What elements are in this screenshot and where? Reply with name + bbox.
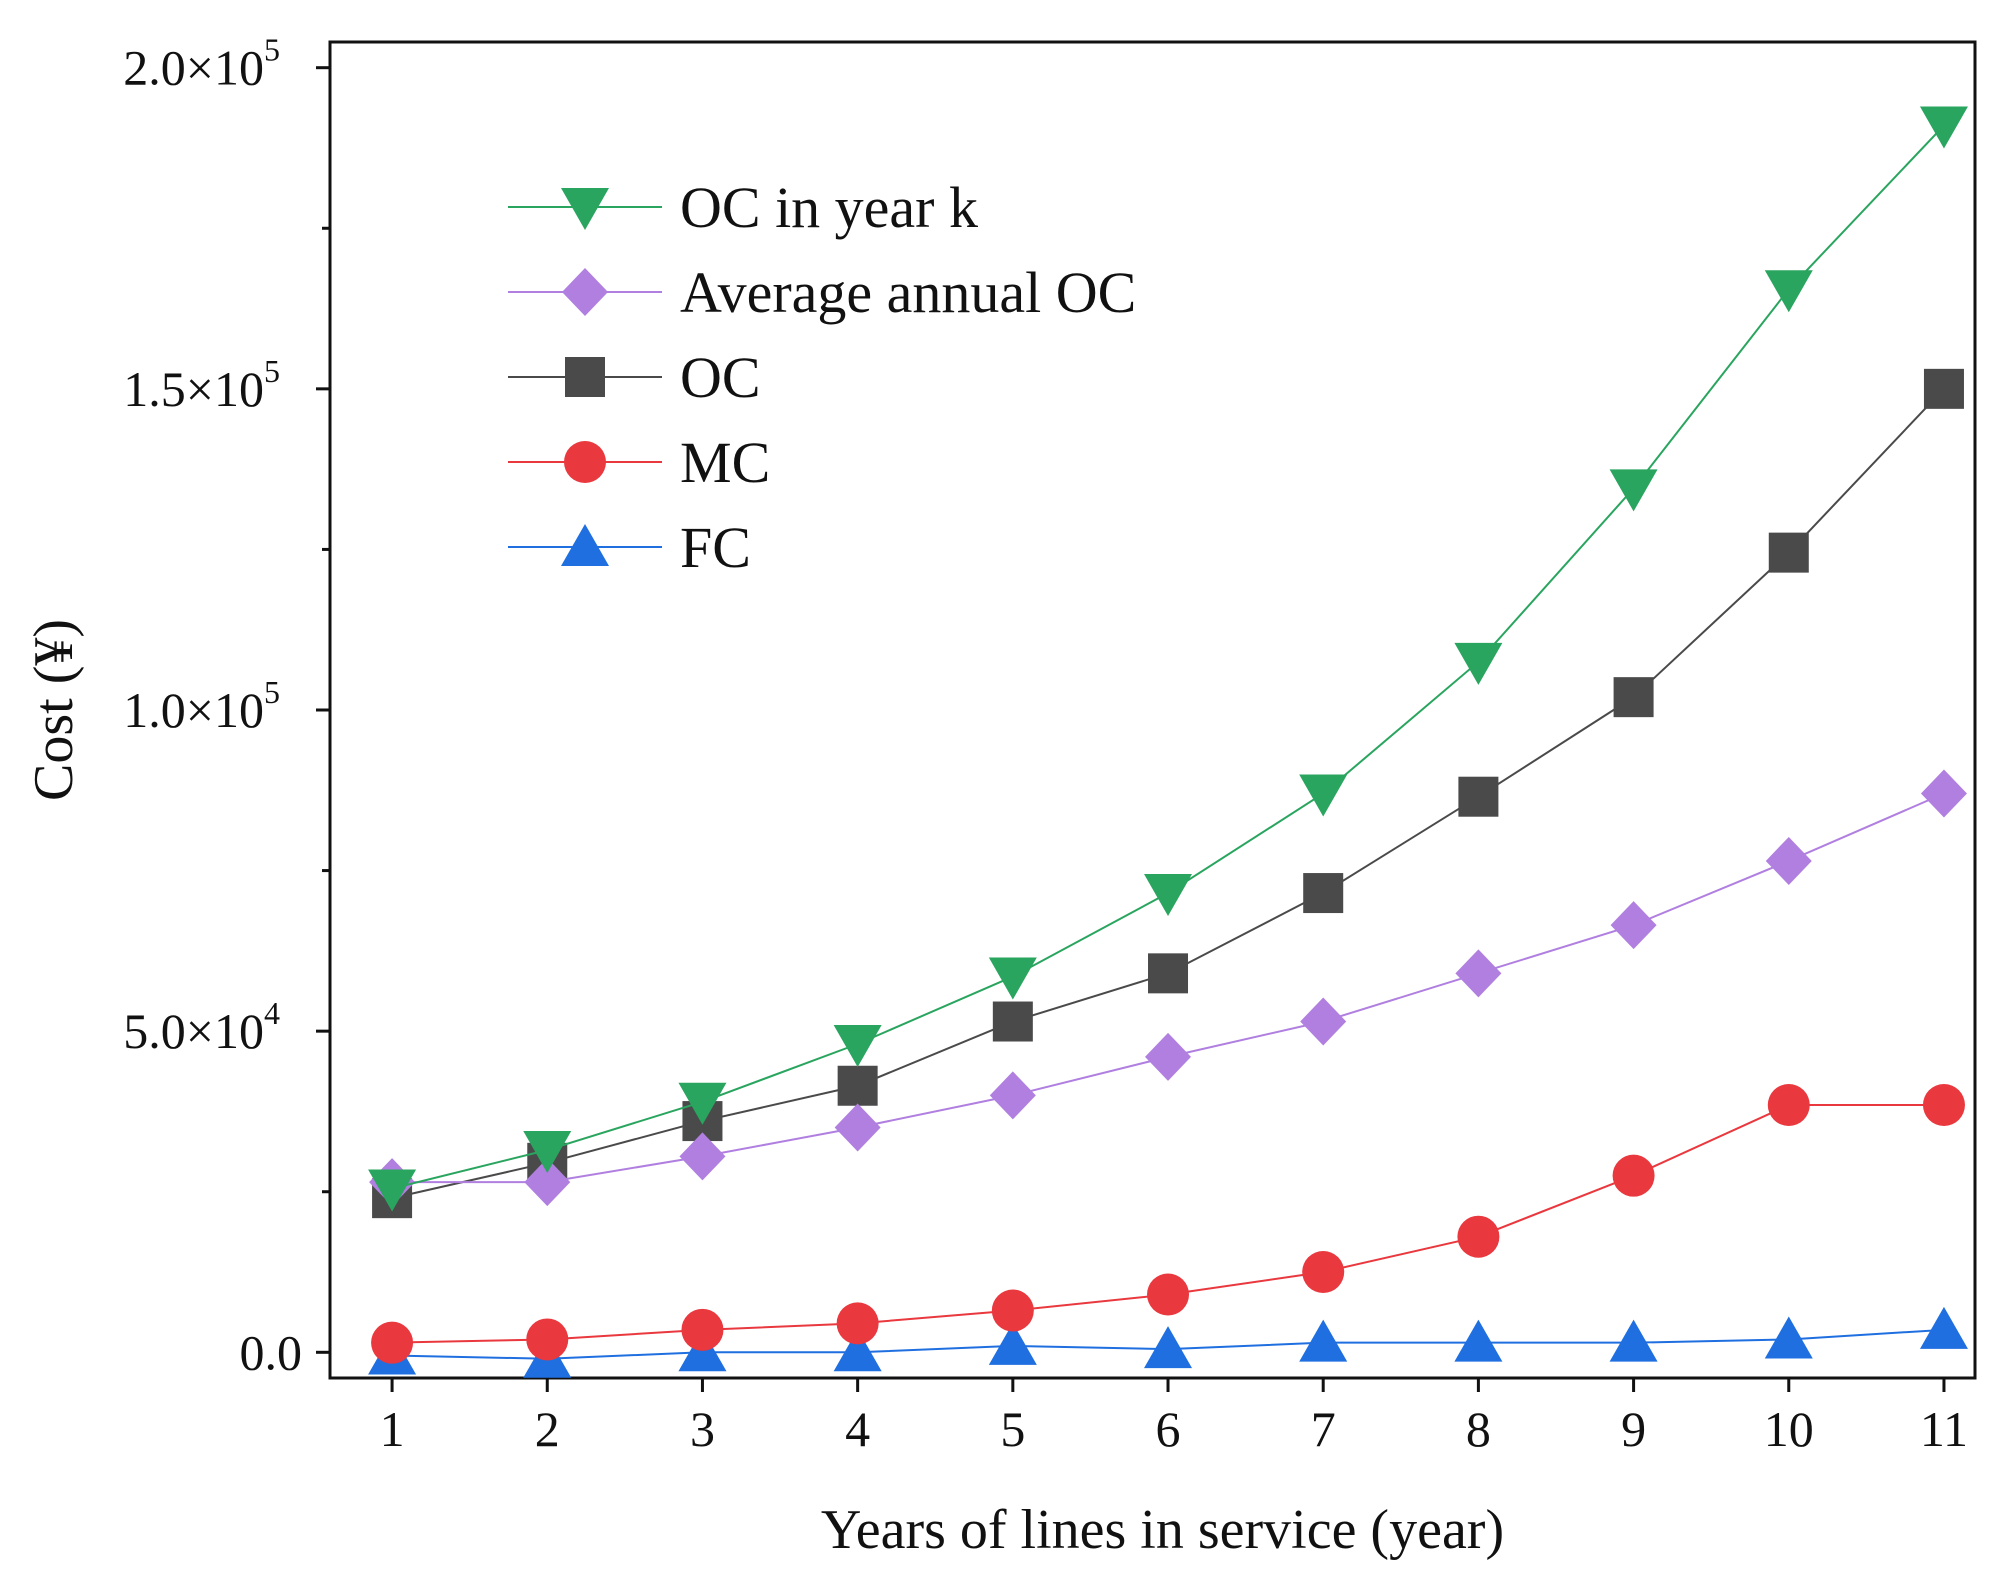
data-point-oc <box>1768 532 1809 573</box>
data-point-fc <box>1144 1326 1193 1369</box>
data-point-fc <box>1919 1306 1968 1349</box>
series-layer <box>368 106 1968 1378</box>
data-point-average-annual-oc <box>1765 836 1812 885</box>
x-axis: 1 2 3 4 5 6 7 8 9 10 11 <box>380 1378 1968 1457</box>
y-tick-label: 2.0×105 <box>123 32 280 96</box>
data-point-fc <box>1609 1319 1658 1362</box>
data-point-mc <box>526 1318 569 1361</box>
legend: OC in year k Average annual OC OC MC FC <box>508 175 1136 580</box>
data-point-fc <box>1454 1319 1503 1362</box>
x-tick-label: 4 <box>845 1401 870 1457</box>
legend-item-oc: OC <box>508 345 761 410</box>
series-line-oc-in-year-k <box>391 124 1945 1190</box>
data-point-oc-in-year-k <box>1454 642 1503 685</box>
data-point-oc <box>992 1001 1033 1042</box>
data-point-oc <box>837 1065 878 1106</box>
y-tick-label: 1.5×105 <box>123 353 280 417</box>
y-tick-label: 0.0 <box>240 1324 303 1380</box>
data-point-mc <box>1767 1084 1810 1127</box>
data-point-oc-in-year-k <box>1764 270 1813 313</box>
x-tick-label: 2 <box>535 1401 560 1457</box>
data-point-oc-in-year-k <box>833 1025 882 1067</box>
legend-item-average-annual-oc: Average annual OC <box>508 260 1136 325</box>
data-point-average-annual-oc <box>1145 1032 1192 1081</box>
data-point-fc <box>833 1329 882 1372</box>
x-tick-label: 9 <box>1621 1401 1646 1457</box>
data-point-oc-in-year-k <box>523 1130 572 1173</box>
legend-marker-oc <box>565 357 605 397</box>
data-point-mc <box>1612 1154 1655 1197</box>
data-point-oc-in-year-k <box>678 1082 727 1125</box>
legend-marker-mc <box>564 441 606 483</box>
data-point-mc <box>836 1302 879 1345</box>
data-point-mc <box>681 1308 724 1351</box>
y-tick-label: 5.0×104 <box>123 995 280 1059</box>
data-point-mc <box>1922 1084 1965 1127</box>
data-point-mc <box>371 1321 414 1364</box>
data-point-fc <box>1299 1319 1348 1362</box>
series-oc <box>372 368 1964 1219</box>
data-point-oc-in-year-k <box>1609 469 1658 512</box>
legend-marker-average-annual-oc <box>562 268 608 316</box>
x-tick-label: 7 <box>1311 1401 1336 1457</box>
x-tick-label: 6 <box>1156 1401 1181 1457</box>
data-point-oc <box>1613 677 1654 718</box>
data-point-oc-in-year-k <box>1919 106 1968 149</box>
y-axis-title: Cost (¥) <box>23 619 85 801</box>
x-tick-label: 11 <box>1920 1401 1968 1457</box>
data-point-fc <box>988 1322 1037 1365</box>
legend-label: MC <box>680 430 770 495</box>
data-point-oc <box>1148 953 1189 994</box>
data-point-mc <box>991 1289 1034 1332</box>
x-tick-label: 8 <box>1466 1401 1491 1457</box>
data-point-oc-in-year-k <box>368 1169 417 1212</box>
legend-item-fc: FC <box>508 515 751 580</box>
data-point-oc <box>1303 873 1344 914</box>
data-point-oc-in-year-k <box>1144 874 1193 917</box>
x-tick-label: 5 <box>1000 1401 1025 1457</box>
legend-label: OC <box>680 345 761 410</box>
x-tick-label: 1 <box>380 1401 405 1457</box>
data-point-oc-in-year-k <box>1299 774 1348 817</box>
data-point-average-annual-oc <box>1610 901 1657 950</box>
legend-item-oc-in-year-k: OC in year k <box>508 175 978 240</box>
data-point-average-annual-oc <box>679 1132 726 1181</box>
data-point-average-annual-oc <box>989 1071 1036 1120</box>
data-point-fc <box>1764 1316 1813 1359</box>
data-point-average-annual-oc <box>524 1158 571 1207</box>
series-oc-in-year-k <box>368 106 1968 1212</box>
legend-marker-oc-in-year-k <box>561 188 609 230</box>
x-axis-title: Years of lines in service (year) <box>821 1499 1504 1561</box>
legend-item-mc: MC <box>508 430 770 495</box>
data-point-mc <box>1457 1215 1500 1258</box>
data-point-oc <box>1923 368 1964 409</box>
series-fc <box>368 1306 1968 1378</box>
data-point-oc <box>1458 776 1499 817</box>
data-point-oc-in-year-k <box>988 957 1037 1000</box>
data-point-average-annual-oc <box>1920 769 1967 818</box>
x-tick-label: 3 <box>690 1401 715 1457</box>
series-mc <box>371 1084 1965 1364</box>
legend-label: OC in year k <box>680 175 978 240</box>
legend-label: FC <box>680 515 751 580</box>
y-axis: 0.0 5.0×104 1.0×105 1.5×105 2.0×105 <box>123 32 330 1380</box>
data-point-average-annual-oc <box>1300 997 1347 1046</box>
legend-marker-fc <box>561 524 609 566</box>
data-point-mc <box>1147 1273 1190 1316</box>
legend-label: Average annual OC <box>680 260 1136 325</box>
data-point-mc <box>1302 1251 1345 1294</box>
data-point-average-annual-oc <box>1455 949 1502 998</box>
data-point-average-annual-oc <box>834 1103 881 1152</box>
y-tick-label: 1.0×105 <box>123 674 280 738</box>
x-tick-label: 10 <box>1764 1401 1814 1457</box>
